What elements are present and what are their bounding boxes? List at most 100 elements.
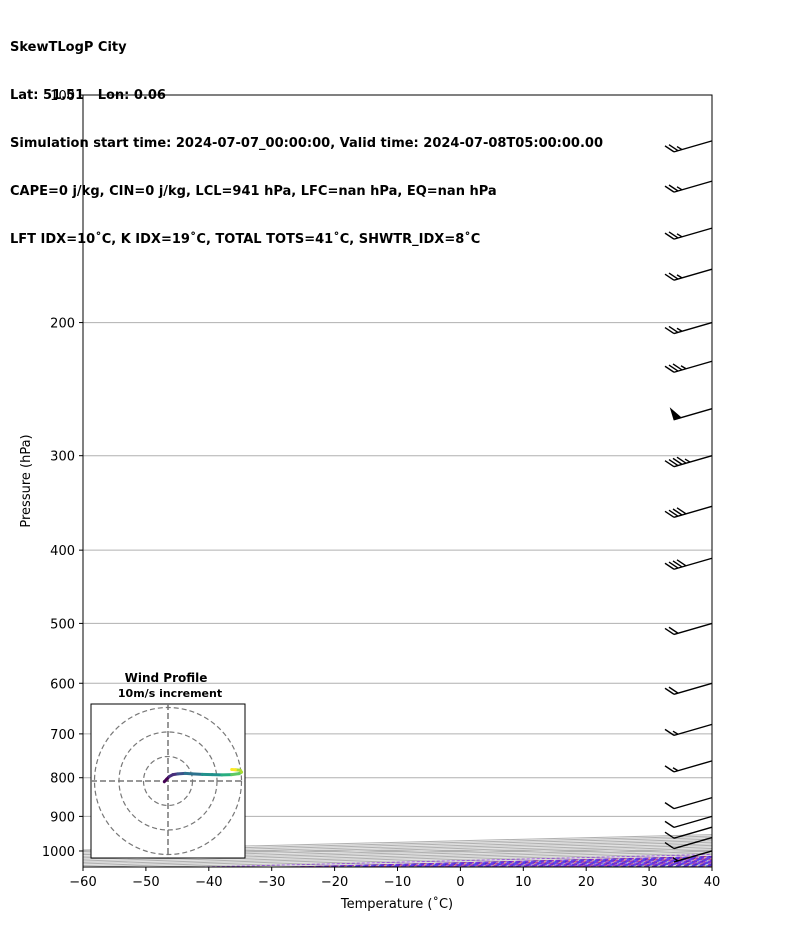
hodograph-subtitle: 10m/s increment <box>118 687 222 700</box>
barb-staff <box>673 760 713 773</box>
barb-staff <box>673 360 713 373</box>
barb-full <box>664 627 675 635</box>
barb-full <box>664 145 675 153</box>
x-tick-label: 10 <box>515 875 532 890</box>
barb-full <box>668 364 679 372</box>
barb-full <box>672 560 683 568</box>
x-tick-label: −60 <box>69 875 96 890</box>
isotherm-line <box>523 861 712 867</box>
barb-staff <box>673 180 713 193</box>
barb-full <box>668 272 679 280</box>
wind-barb <box>664 557 713 570</box>
isotherm-line <box>208 854 712 867</box>
barb-full <box>664 562 675 570</box>
barb-full <box>664 802 675 810</box>
moist-adiabat-line <box>597 863 712 867</box>
barb-half <box>672 857 679 862</box>
barb-full <box>676 507 687 515</box>
mixing-ratio-line <box>290 856 712 867</box>
barb-staff <box>673 826 713 839</box>
isotherm-line <box>711 866 712 867</box>
moist-adiabat-line <box>384 858 712 867</box>
wind-barbs <box>664 140 713 863</box>
barb-staff <box>673 321 713 335</box>
barb-full <box>664 510 675 518</box>
dry-adiabat-line <box>740 95 794 867</box>
isotherm-line <box>334 857 712 867</box>
moist-adiabat-line <box>323 856 712 867</box>
wind-barb <box>669 407 713 421</box>
barb-full <box>668 231 679 239</box>
wind-barb <box>664 622 713 636</box>
y-tick-label: 900 <box>50 810 75 825</box>
barb-staff <box>673 723 713 737</box>
isotherm-line <box>649 864 712 867</box>
y-tick-label: 100 <box>50 89 75 104</box>
barb-full <box>664 841 675 850</box>
moist-adiabat-line <box>566 862 712 867</box>
barb-full <box>668 626 679 634</box>
isotherm-line <box>460 860 712 867</box>
barb-half <box>676 145 683 151</box>
chart-header: SkewTLogP City Lat: 51.51 Lon: 0.06 Simu… <box>10 8 603 264</box>
barb-full <box>664 831 675 839</box>
barb-full <box>668 561 679 569</box>
barb-full <box>668 458 679 467</box>
wind-barb <box>664 796 713 810</box>
barb-staff <box>673 796 713 810</box>
moist-adiabat-line <box>291 855 712 867</box>
barb-staff <box>673 622 713 636</box>
mixing-ratio-line <box>410 859 712 867</box>
moist-adiabat-line <box>689 865 712 867</box>
wind-barb <box>664 140 713 153</box>
wind-barb <box>664 682 713 695</box>
y-tick-label: 800 <box>50 772 75 787</box>
wind-barb <box>664 836 713 850</box>
y-tick-label: 400 <box>50 544 75 559</box>
barb-full <box>668 686 679 694</box>
barb-full <box>672 457 683 465</box>
moist-adiabat-line <box>506 861 712 867</box>
wind-barb <box>664 455 713 468</box>
moist-adiabat-line <box>415 859 712 867</box>
barb-half <box>676 274 683 279</box>
wind-barb <box>664 815 713 829</box>
chart-title: SkewTLogP City <box>10 40 127 55</box>
x-tick-label: −30 <box>258 875 285 890</box>
barb-half <box>680 365 687 370</box>
dry-adiabat-line <box>420 859 712 867</box>
axes: −60 −50 −40 −30 −20 −10 0 10 20 30 40 100 200 300 400 5… <box>42 89 720 890</box>
x-tick-label: −10 <box>384 875 411 890</box>
wind-barb <box>672 850 713 863</box>
barb-full <box>676 456 687 464</box>
dry-adiabat-line <box>548 862 712 867</box>
moist-adiabat-line <box>445 859 712 867</box>
y-axis-label: Pressure (hPa) <box>19 434 34 527</box>
isotherm-line <box>586 863 712 867</box>
hodograph-title: Wind Profile <box>125 671 208 685</box>
barb-full <box>676 559 687 567</box>
barb-pennant <box>669 407 683 421</box>
wind-barb <box>664 826 713 839</box>
wind-barb <box>664 180 713 193</box>
barb-full <box>664 273 675 281</box>
y-tick-label: 500 <box>50 617 75 632</box>
barb-staff <box>673 836 713 850</box>
barb-staff <box>673 850 713 863</box>
wind-barb <box>664 360 713 373</box>
barb-half <box>672 767 679 772</box>
barb-half <box>684 458 691 463</box>
x-tick-label: 30 <box>641 875 658 890</box>
y-tick-label: 1000 <box>42 845 75 860</box>
cape-line: CAPE=0 j/kg, CIN=0 j/kg, LCL=941 hPa, LF… <box>10 184 497 199</box>
barb-half <box>676 233 683 238</box>
index-line: LFT IDX=10˚C, K IDX=19˚C, TOTAL TOTS=41˚… <box>10 232 481 247</box>
time-line: Simulation start time: 2024-07-07_00:00:… <box>10 136 603 151</box>
dry-adiabat-line <box>675 865 712 867</box>
barb-full <box>664 365 675 373</box>
y-tick-label: 700 <box>50 728 75 743</box>
isotherm-line <box>271 855 712 867</box>
dry-adiabat-line <box>356 857 712 867</box>
wind-barb <box>664 505 713 518</box>
